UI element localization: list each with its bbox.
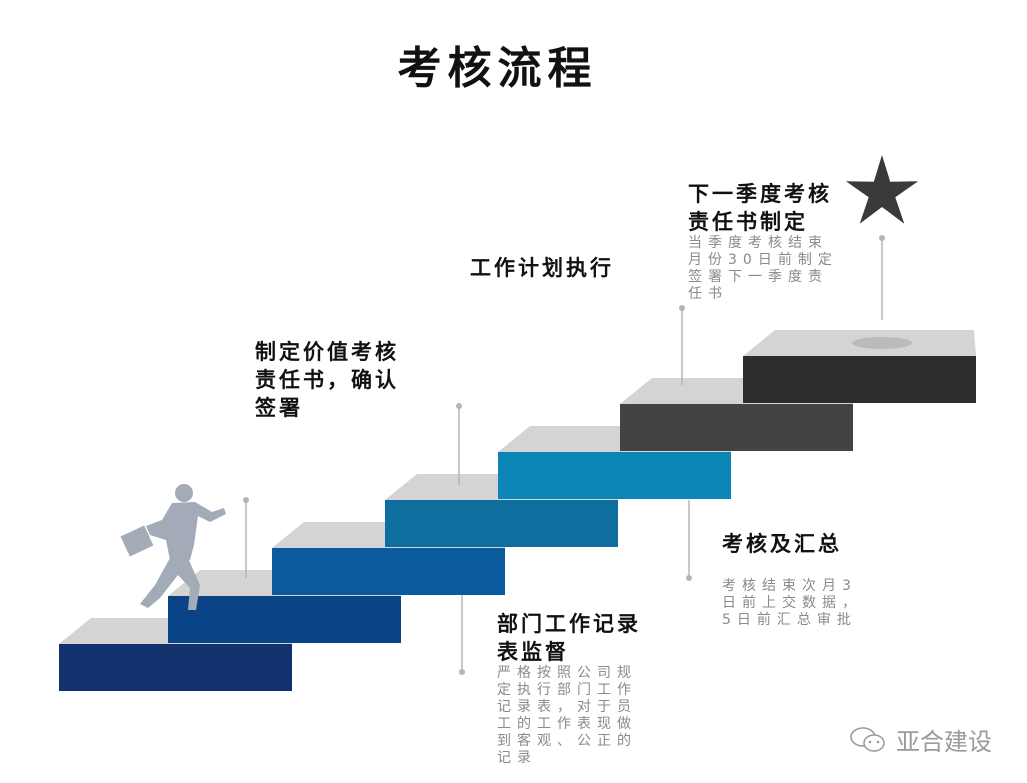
runner-body xyxy=(146,502,226,560)
stair-front-7 xyxy=(743,356,976,403)
stair-front-5 xyxy=(498,452,731,499)
page-title: 考核流程 xyxy=(397,43,598,94)
watermark-text: 亚合建设 xyxy=(896,728,992,756)
step-label-1: 制定价值考核责任书，确认签署 xyxy=(255,340,399,420)
briefcase xyxy=(120,525,154,557)
leader-dot-5 xyxy=(459,669,465,675)
star-shadow xyxy=(852,337,912,349)
star-icon xyxy=(845,155,919,224)
stair-front-2 xyxy=(168,596,401,643)
runner-legs xyxy=(140,558,200,610)
stair-front-4 xyxy=(385,500,618,547)
step-desc-5: 当季度考核结束月份30日前制定签署下一季度责任书 xyxy=(688,235,838,302)
step-label-4: 考核及汇总 xyxy=(722,532,842,556)
runner-head xyxy=(175,484,193,502)
leader-dot-6 xyxy=(686,575,692,581)
step-desc-2: 严格按照公司规定执行部门工作记录表，对于员工的工作表现做到客观、公正的记录 xyxy=(497,665,637,766)
watermark: 亚合建设 xyxy=(848,722,992,757)
leader-dot-1 xyxy=(243,497,249,503)
stair-front-1 xyxy=(59,644,292,691)
step-label-2: 部门工作记录表监督 xyxy=(497,612,641,664)
stair-front-6 xyxy=(620,404,853,451)
leader-dot-3 xyxy=(679,305,685,311)
step-label-3: 工作计划执行 xyxy=(470,256,614,280)
leader-dot-4 xyxy=(879,235,885,241)
wechat-icon xyxy=(850,726,885,752)
stair-front-3 xyxy=(272,548,505,595)
step-label-5: 下一季度考核责任书制定 xyxy=(688,182,832,234)
running-businessman-icon xyxy=(120,484,226,610)
step-desc-4: 考核结束次月3日前上交数据，5日前汇总审批 xyxy=(722,578,862,628)
leader-dot-2 xyxy=(456,403,462,409)
